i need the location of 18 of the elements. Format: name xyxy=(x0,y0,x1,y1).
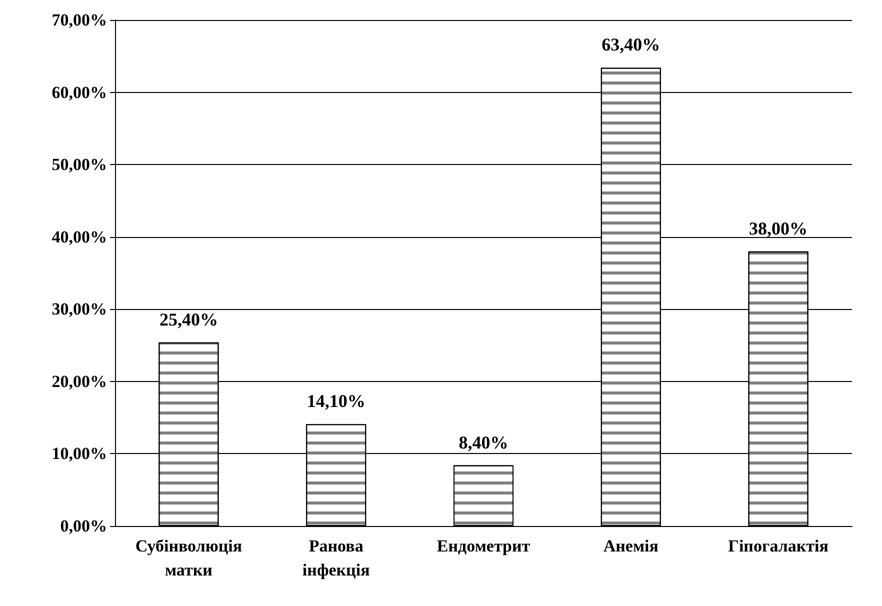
y-tick-label: 60,00% xyxy=(52,82,107,102)
data-label: 8,40% xyxy=(458,432,508,452)
y-tick-label: 50,00% xyxy=(52,155,107,174)
x-tick-label: Анемія xyxy=(603,536,658,556)
y-tick-label: 70,00% xyxy=(52,10,107,30)
y-tick-label: 0,00% xyxy=(60,516,107,536)
x-tick-label: Ендометрит xyxy=(436,536,531,556)
y-tick-label: 10,00% xyxy=(52,444,107,464)
x-tick-label: Субінволюція матки xyxy=(135,536,242,580)
data-label: 25,40% xyxy=(159,309,218,330)
x-tick-label: Гіпогалактія xyxy=(728,536,828,556)
data-label: 14,10% xyxy=(306,391,366,412)
y-tick-label: 40,00% xyxy=(52,227,107,246)
data-label: 63,40% xyxy=(602,34,660,55)
y-tick-label: 20,00% xyxy=(52,372,107,391)
x-tick-label: Ранова інфекція xyxy=(302,536,370,580)
data-label: 38,00% xyxy=(749,218,808,238)
y-tick-label: 30,00% xyxy=(52,300,107,319)
